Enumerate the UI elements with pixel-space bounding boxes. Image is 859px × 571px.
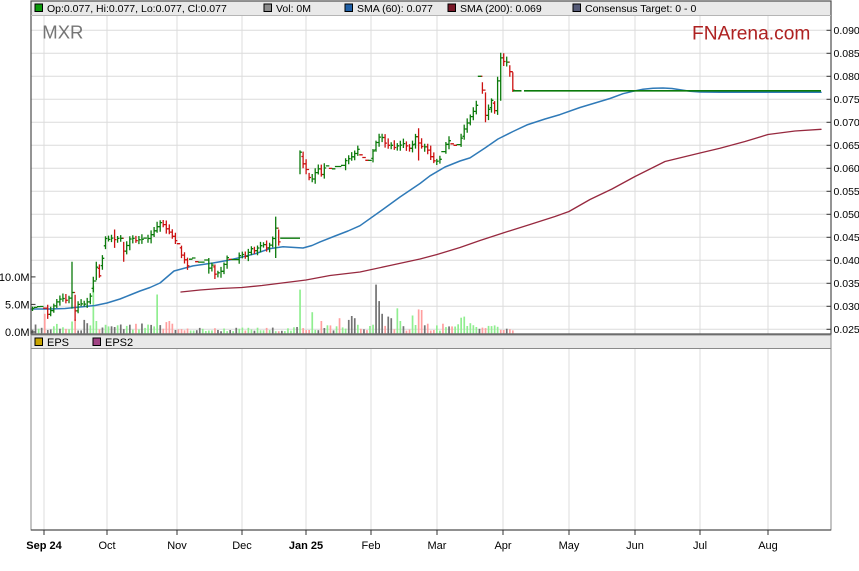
svg-text:0.085: 0.085 [834, 48, 859, 60]
svg-text:0.065: 0.065 [834, 140, 859, 152]
svg-text:5.0M: 5.0M [5, 299, 29, 311]
svg-text:Feb: Feb [362, 540, 381, 552]
svg-text:Oct: Oct [98, 540, 115, 552]
svg-text:SMA (200): 0.069: SMA (200): 0.069 [460, 3, 542, 15]
svg-text:0.090: 0.090 [834, 25, 859, 37]
svg-text:0.040: 0.040 [834, 255, 859, 267]
svg-text:0.075: 0.075 [834, 94, 859, 106]
svg-text:0.050: 0.050 [834, 209, 859, 221]
svg-text:EPS2: EPS2 [105, 337, 133, 349]
svg-text:0.080: 0.080 [834, 71, 859, 83]
svg-text:0.055: 0.055 [834, 186, 859, 198]
svg-text:Aug: Aug [758, 540, 778, 552]
svg-text:10.0M: 10.0M [0, 272, 30, 284]
svg-text:0.060: 0.060 [834, 163, 859, 175]
svg-text:EPS: EPS [47, 337, 69, 349]
svg-text:0.035: 0.035 [834, 278, 859, 290]
svg-text:FNArena.com: FNArena.com [692, 24, 810, 45]
svg-text:MXR: MXR [42, 21, 83, 42]
svg-text:Sep 24: Sep 24 [26, 540, 62, 552]
svg-text:Jan 25: Jan 25 [289, 540, 323, 552]
svg-text:0.070: 0.070 [834, 117, 859, 129]
svg-text:Jul: Jul [693, 540, 707, 552]
svg-text:Vol: 0M: Vol: 0M [276, 3, 311, 15]
svg-text:0.030: 0.030 [834, 301, 859, 313]
svg-text:0.045: 0.045 [834, 232, 859, 244]
svg-text:Jun: Jun [626, 540, 644, 552]
svg-text:Nov: Nov [167, 540, 187, 552]
svg-text:May: May [559, 540, 580, 552]
svg-text:Op:0.077, Hi:0.077, Lo:0.077,: Op:0.077, Hi:0.077, Lo:0.077, Cl:0.077 [47, 3, 227, 15]
svg-text:0.0M: 0.0M [5, 327, 29, 339]
svg-text:SMA (60): 0.077: SMA (60): 0.077 [357, 3, 433, 15]
svg-text:Consensus Target: 0 - 0: Consensus Target: 0 - 0 [585, 3, 696, 15]
svg-text:Mar: Mar [428, 540, 447, 552]
svg-text:0.025: 0.025 [834, 324, 859, 336]
svg-text:Dec: Dec [232, 540, 252, 552]
svg-text:Apr: Apr [494, 540, 511, 552]
